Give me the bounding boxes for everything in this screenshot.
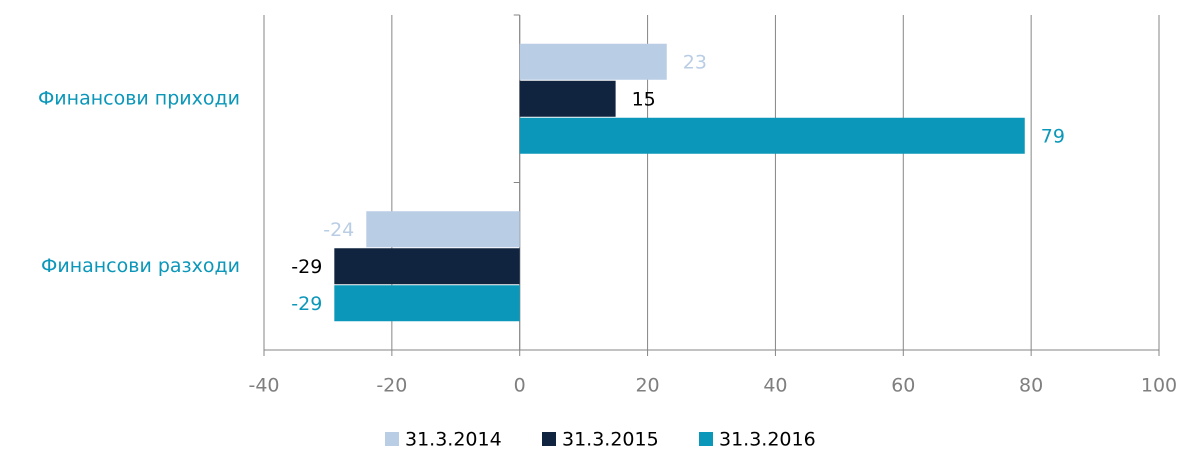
bar xyxy=(519,117,1025,154)
x-tick-label: 0 xyxy=(514,375,526,397)
data-label: 23 xyxy=(683,51,707,73)
bar xyxy=(334,248,520,285)
legend-swatch xyxy=(385,432,399,446)
x-tick-label: 80 xyxy=(1019,375,1043,397)
bar xyxy=(519,80,616,117)
x-tick-label: 100 xyxy=(1141,375,1177,397)
data-label: 15 xyxy=(632,88,656,110)
category-label: Финансови разходи xyxy=(41,255,240,277)
bar xyxy=(366,211,520,248)
data-label: 79 xyxy=(1041,125,1065,147)
legend-label: 31.3.2016 xyxy=(719,429,816,450)
data-label: -29 xyxy=(291,293,322,315)
bar xyxy=(519,43,667,80)
legend-label: 31.3.2014 xyxy=(405,429,502,450)
legend-swatch xyxy=(542,432,556,446)
legend-swatch xyxy=(699,432,713,446)
x-tick-label: 40 xyxy=(763,375,787,397)
x-tick-label: 60 xyxy=(891,375,915,397)
legend-label: 31.3.2015 xyxy=(562,429,659,450)
bar xyxy=(334,285,520,322)
data-label: -29 xyxy=(291,256,322,278)
x-tick-label: 20 xyxy=(635,375,659,397)
data-label: -24 xyxy=(323,219,354,241)
category-label: Финансови приходи xyxy=(38,87,240,109)
x-tick-label: -40 xyxy=(248,375,279,397)
x-tick-label: -20 xyxy=(376,375,407,397)
